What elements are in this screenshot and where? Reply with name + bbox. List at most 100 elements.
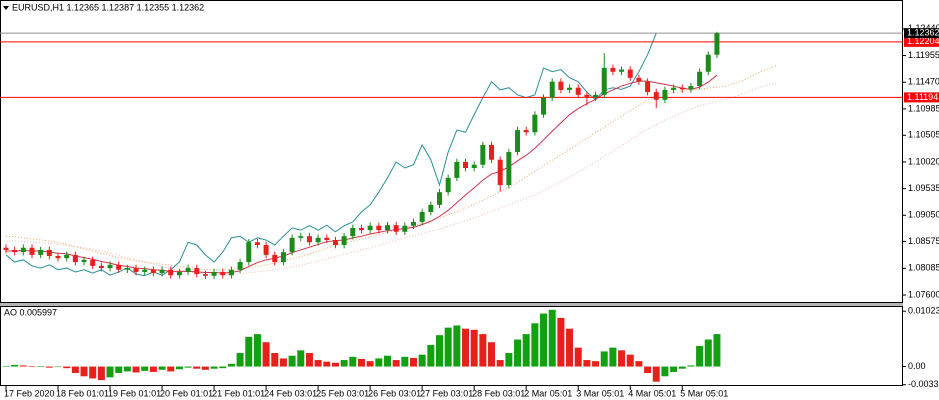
oscillator-bar	[392, 360, 400, 367]
candle-body	[202, 274, 208, 276]
level-label-box	[904, 92, 939, 103]
oscillator-bar	[253, 334, 261, 367]
x-tick-label: 26 Feb 03:01	[368, 388, 421, 398]
candle-body	[263, 244, 269, 255]
oscillator-bar	[175, 366, 183, 370]
oscillator-bar	[600, 351, 608, 367]
candle-body	[228, 269, 234, 276]
oscillator-bar	[158, 366, 166, 370]
oscillator-bar	[219, 366, 227, 369]
oscillator-bar	[583, 360, 591, 367]
oscillator-bar	[522, 334, 530, 367]
oscillator-bar	[132, 366, 140, 373]
candle-body	[46, 249, 52, 256]
oscillator-bar	[245, 336, 253, 367]
oscillator-bar	[453, 325, 461, 367]
candle-body	[393, 225, 399, 232]
candle-body	[220, 271, 226, 276]
candle-body	[38, 249, 44, 255]
candle-body	[575, 87, 581, 95]
oscillator-bar	[427, 344, 435, 367]
oscillator-bar	[436, 335, 443, 367]
price-label-box	[904, 28, 939, 39]
x-tick-label: 24 Feb 03:01	[264, 388, 317, 398]
oscillator-bar	[340, 360, 348, 367]
candle-body	[98, 265, 104, 269]
oscillator-bar	[670, 366, 678, 372]
oscillator-bar	[63, 366, 71, 369]
oscillator-bar	[444, 327, 452, 367]
oscillator-bar	[193, 366, 201, 369]
candle-body	[64, 254, 70, 259]
x-tick-label: 20 Feb 01:01	[160, 388, 213, 398]
y-tick-label: 1.10020	[908, 156, 939, 166]
oscillator-bar	[644, 366, 652, 374]
cloud_a-line	[6, 64, 778, 271]
candle-body	[671, 87, 677, 90]
candle-body	[463, 161, 469, 168]
oscillator-bar	[106, 366, 114, 378]
candle-body	[619, 69, 625, 72]
x-tick-label: 19 Feb 01:01	[108, 388, 161, 398]
candle-body	[437, 192, 442, 205]
oscillator-bar	[167, 366, 175, 372]
oscillator-bar	[210, 366, 218, 369]
oscillator-bar	[236, 353, 244, 367]
candle-body	[246, 242, 252, 263]
oscillator-bar	[652, 366, 660, 382]
y-tick-label: 0.010239	[908, 306, 939, 316]
oscillator-bar	[357, 358, 365, 367]
candle-body	[593, 94, 599, 98]
candle-body	[645, 81, 651, 93]
candle-body	[541, 97, 547, 115]
candle-body	[324, 237, 330, 241]
oscillator-bar	[297, 350, 305, 367]
oscillator-bar	[305, 353, 313, 367]
oscillator-bar	[401, 356, 409, 367]
candle-body	[272, 254, 278, 263]
oscillator-bar	[383, 355, 391, 367]
oscillator-bar	[141, 366, 149, 371]
candle-body	[341, 236, 347, 245]
candle-body	[688, 86, 694, 90]
oscillator-title: AO 0.005997	[4, 307, 57, 317]
y-tick-label: -0.003364	[908, 379, 939, 389]
candle-body	[523, 130, 529, 133]
candle-body	[185, 268, 191, 272]
oscillator-bar	[409, 357, 417, 367]
oscillator-bar	[661, 366, 669, 377]
x-tick-label: 3 Mar 05:01	[576, 388, 624, 398]
oscillator-bar	[288, 355, 296, 367]
oscillator-bar	[54, 366, 62, 368]
oscillator-bar	[618, 350, 626, 367]
candle-body	[384, 225, 390, 231]
candle-body	[367, 225, 373, 231]
dropdown-icon	[3, 6, 9, 10]
y-tick-label: 1.08085	[908, 263, 939, 273]
candle-body	[12, 249, 18, 253]
oscillator-bar	[149, 366, 157, 372]
oscillator-bar	[609, 347, 617, 367]
oscillator-bar	[28, 366, 36, 367]
candle-body	[653, 92, 659, 100]
candle-body	[124, 268, 130, 270]
oscillator-bar	[488, 342, 496, 367]
x-tick-label: 2 Mar 05:01	[524, 388, 572, 398]
candle-body	[306, 236, 312, 243]
candle-body	[515, 130, 521, 153]
oscillator-bar	[704, 339, 712, 367]
level-label-box	[904, 36, 939, 47]
candle-body	[90, 259, 96, 266]
candle-body	[29, 247, 35, 255]
oscillator-bar	[201, 366, 209, 370]
candle-body	[332, 240, 338, 245]
cloud_b-line	[6, 82, 778, 276]
candle-body	[714, 33, 720, 55]
candle-body	[358, 227, 364, 231]
chikou-line	[5, 32, 657, 277]
candle-body	[107, 264, 113, 269]
oscillator-bar	[548, 309, 556, 367]
oscillator-bar	[19, 365, 27, 367]
candle-body	[150, 269, 156, 274]
oscillator-bar	[626, 354, 634, 367]
